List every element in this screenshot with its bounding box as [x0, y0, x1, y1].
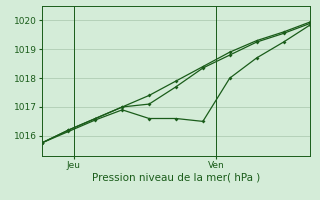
X-axis label: Pression niveau de la mer( hPa ): Pression niveau de la mer( hPa )	[92, 173, 260, 183]
